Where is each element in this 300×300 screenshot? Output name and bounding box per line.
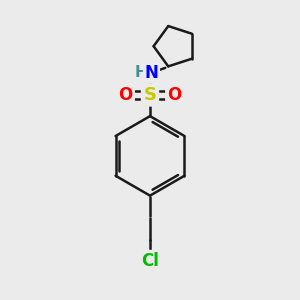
Text: N: N [145,64,158,82]
Text: Cl: Cl [141,252,159,270]
Text: H: H [135,65,148,80]
Text: O: O [168,86,182,104]
Text: S: S [143,86,157,104]
Text: O: O [118,86,132,104]
